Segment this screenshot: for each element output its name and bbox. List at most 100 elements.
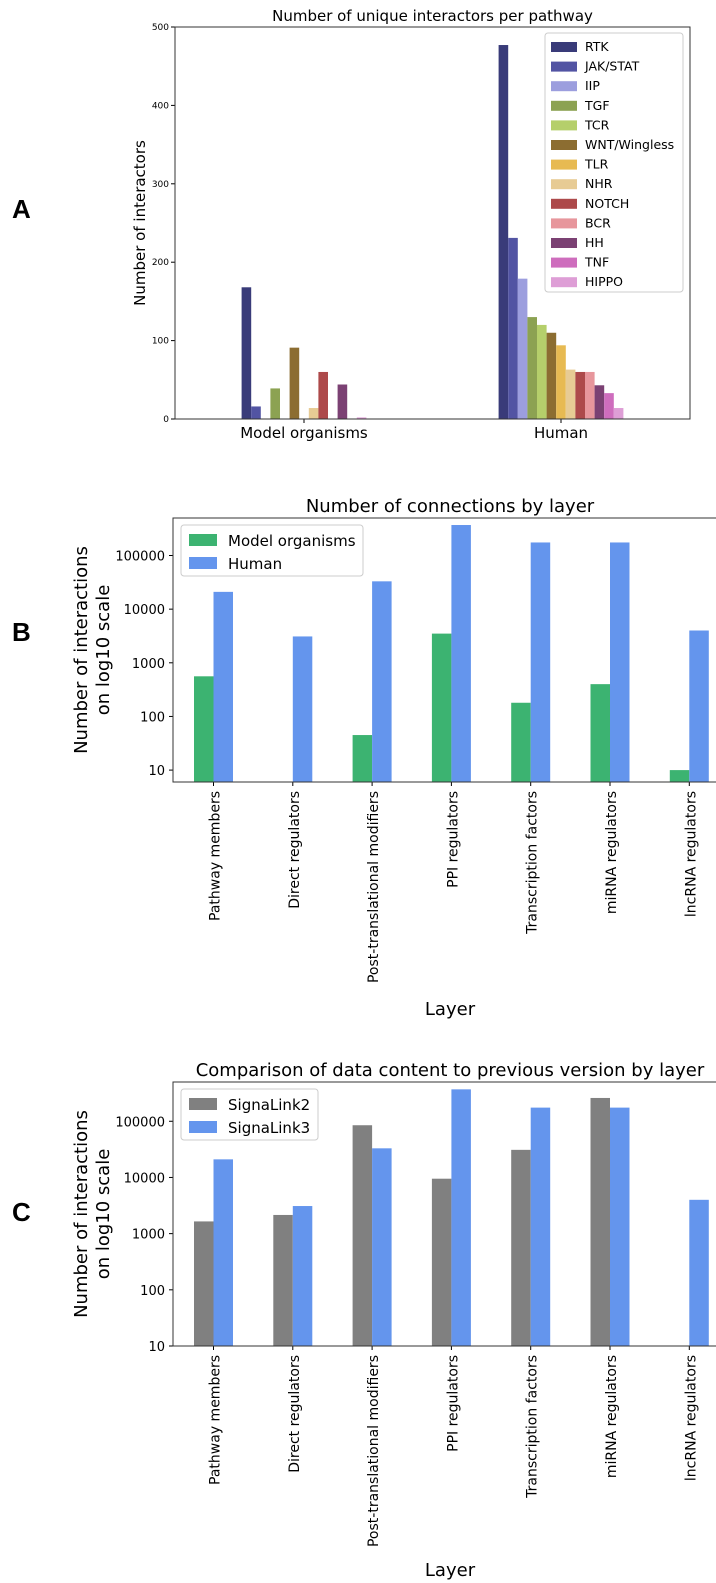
chart-b-xtick-label: Transcription factors bbox=[525, 791, 541, 935]
chart-a-bar bbox=[604, 393, 614, 419]
chart-a-bar bbox=[289, 347, 300, 419]
chart-b-xlabel: Layer bbox=[425, 999, 476, 1020]
chart-c-legend-swatch bbox=[189, 1098, 217, 1110]
chart-b-ylabel-line2: on log10 scale bbox=[93, 585, 114, 716]
chart-a-legend-label: IIP bbox=[585, 78, 600, 93]
chart-a-bar bbox=[565, 369, 576, 419]
chart-a-bar bbox=[318, 371, 328, 419]
chart-a-legend bbox=[544, 32, 684, 293]
chart-b-ytick-label: 100 bbox=[140, 710, 165, 725]
chart-a-title: Number of unique interactors per pathway bbox=[272, 7, 593, 25]
chart-c-ylabel-line1: Number of interactions bbox=[71, 1110, 92, 1318]
chart-c-bar bbox=[273, 1214, 293, 1346]
chart-b-bar bbox=[530, 542, 551, 782]
chart-b-ytick-label: 10000 bbox=[124, 603, 165, 618]
chart-b-bar bbox=[213, 591, 233, 782]
chart-b-xtick-label: miRNA regulators bbox=[604, 791, 620, 914]
panel-label-a: A bbox=[12, 194, 31, 224]
chart-c-ytick-label: 1000 bbox=[132, 1228, 165, 1243]
chart-a-legend-swatch bbox=[551, 238, 577, 248]
chart-a-ytick-label: 100 bbox=[152, 337, 169, 347]
chart-a-legend-swatch bbox=[551, 81, 577, 92]
chart-a-legend-swatch bbox=[551, 140, 577, 150]
chart-a-bar bbox=[337, 384, 348, 419]
panel-label-b: B bbox=[12, 617, 31, 647]
chart-c-xtick-label: Transcription factors bbox=[525, 1355, 541, 1499]
chart-a-legend-label: TGF bbox=[584, 98, 610, 113]
chart-a-bar bbox=[585, 371, 595, 419]
chart-c-xtick-label: Direct regulators bbox=[287, 1355, 303, 1473]
chart-c-ylabel-line2: on log10 scale bbox=[93, 1149, 114, 1280]
chart-a-ytick-label: 500 bbox=[152, 23, 169, 33]
chart-c-xlabel: Layer bbox=[425, 1560, 476, 1581]
chart-a-legend-swatch bbox=[551, 218, 577, 229]
chart-b-ytick-label: 1000 bbox=[132, 657, 165, 672]
chart-a-ytick-label: 200 bbox=[152, 258, 169, 268]
chart-a-legend-swatch bbox=[551, 42, 577, 52]
chart-a-legend-label: HIPPO bbox=[585, 274, 623, 289]
chart-a-legend-label: TCR bbox=[584, 117, 610, 132]
chart-b-bar bbox=[590, 684, 610, 782]
chart-a-bar bbox=[594, 385, 605, 419]
chart-a-bar bbox=[508, 237, 518, 419]
chart-b-legend-swatch bbox=[189, 534, 217, 546]
chart-c-ytick-label: 10000 bbox=[124, 1171, 165, 1186]
chart-c-bar bbox=[431, 1178, 452, 1346]
chart-a-bar bbox=[270, 388, 280, 419]
chart-b-legend-label: Model organisms bbox=[228, 532, 356, 550]
chart-b-frame bbox=[172, 517, 716, 783]
chart-a-bar bbox=[517, 278, 528, 419]
chart-c-xtick-label: miRNA regulators bbox=[604, 1355, 620, 1478]
chart-a-legend-label: BCR bbox=[585, 215, 611, 230]
chart-a-bar bbox=[356, 417, 367, 419]
chart-a-legend-label: JAK/STAT bbox=[584, 59, 640, 74]
chart-c-legend-label: SignaLink3 bbox=[228, 1119, 310, 1137]
chart-a-legend-swatch bbox=[551, 277, 577, 288]
chart-a-legend-label: NHR bbox=[585, 176, 613, 191]
chart-c-title: Comparison of data content to previous v… bbox=[196, 1060, 705, 1081]
chart-b-bar bbox=[689, 630, 709, 782]
chart-b-xtick-label: lncRNA regulators bbox=[683, 791, 699, 917]
chart-c-legend-swatch bbox=[189, 1121, 217, 1133]
chart-a-legend-label: RTK bbox=[585, 39, 609, 54]
chart-a-legend-swatch bbox=[551, 100, 577, 111]
chart-a-xtick-label: Model organisms bbox=[240, 424, 368, 442]
chart-b-bar bbox=[194, 676, 214, 782]
chart-c-xtick-label: Post-translational modifiers bbox=[366, 1355, 382, 1547]
chart-a-legend-label: TNF bbox=[584, 255, 609, 270]
chart-a-legend-swatch bbox=[551, 159, 577, 170]
chart-c-bar bbox=[352, 1125, 373, 1346]
chart-a-legend-label: WNT/Wingless bbox=[585, 137, 674, 152]
chart-c-bar bbox=[194, 1221, 214, 1346]
chart-b-xtick-label: PPI regulators bbox=[445, 791, 461, 888]
chart-a-legend-swatch bbox=[551, 61, 577, 72]
chart-c-bar bbox=[451, 1089, 471, 1346]
chart-c-bar bbox=[292, 1206, 313, 1346]
chart-a-legend-label: NOTCH bbox=[585, 196, 629, 211]
chart-c-bar bbox=[590, 1097, 610, 1346]
chart-a-legend-swatch bbox=[551, 257, 577, 268]
chart-c-ytick-label: 100000 bbox=[115, 1115, 165, 1130]
chart-a-ytick-label: 0 bbox=[163, 415, 169, 425]
chart-b-bar bbox=[610, 542, 630, 782]
chart-b-bar bbox=[431, 633, 452, 782]
chart-c-legend-label: SignaLink2 bbox=[228, 1096, 310, 1114]
chart-a-bar bbox=[498, 45, 509, 419]
chart-c-bar bbox=[689, 1199, 709, 1346]
chart-a-legend-label: TLR bbox=[584, 157, 609, 172]
chart-a-bar bbox=[251, 406, 261, 419]
chart-a-bar bbox=[527, 317, 537, 419]
chart-a-bar bbox=[556, 345, 566, 419]
chart-b-bar bbox=[372, 581, 392, 782]
chart-c-xtick-label: lncRNA regulators bbox=[683, 1355, 699, 1481]
chart-b-legend-swatch bbox=[189, 557, 217, 569]
chart-a-bar bbox=[546, 332, 557, 419]
chart-a-bar bbox=[575, 371, 585, 419]
chart-c-xtick-label: Pathway members bbox=[208, 1355, 224, 1485]
chart-c-ytick-label: 100 bbox=[140, 1284, 165, 1299]
chart-a-legend-swatch bbox=[551, 179, 577, 190]
chart-b-xtick-label: Post-translational modifiers bbox=[366, 791, 382, 983]
chart-a-ytick-label: 300 bbox=[152, 180, 169, 190]
chart-c-bar bbox=[372, 1148, 392, 1346]
